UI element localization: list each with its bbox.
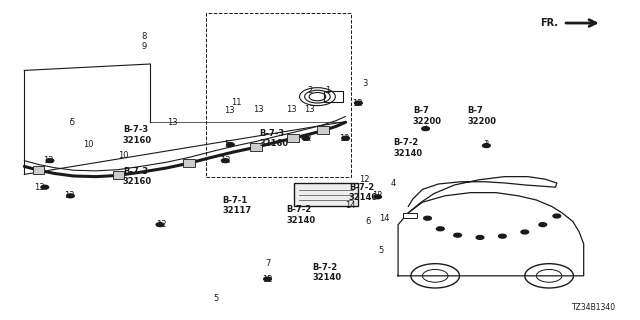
FancyBboxPatch shape xyxy=(287,134,299,142)
Circle shape xyxy=(264,277,271,281)
Circle shape xyxy=(539,223,547,227)
Text: 11: 11 xyxy=(232,98,242,107)
FancyBboxPatch shape xyxy=(317,126,329,134)
Text: 13: 13 xyxy=(168,118,178,127)
FancyBboxPatch shape xyxy=(250,143,262,151)
Circle shape xyxy=(483,144,490,148)
Text: 13: 13 xyxy=(305,105,315,114)
Circle shape xyxy=(553,214,561,218)
Text: 7: 7 xyxy=(265,259,270,268)
Text: 12: 12 xyxy=(372,191,383,200)
Circle shape xyxy=(521,230,529,234)
Circle shape xyxy=(454,233,461,237)
Circle shape xyxy=(227,143,234,147)
FancyBboxPatch shape xyxy=(294,183,358,206)
Polygon shape xyxy=(408,177,557,213)
Text: 12: 12 xyxy=(360,175,370,184)
FancyBboxPatch shape xyxy=(183,159,195,167)
Text: 8: 8 xyxy=(141,32,147,41)
Text: B-7-2
32140: B-7-2 32140 xyxy=(394,138,423,157)
Text: TZ34B1340: TZ34B1340 xyxy=(572,303,616,312)
Text: 2: 2 xyxy=(307,86,312,95)
Text: B-7-2
32140: B-7-2 32140 xyxy=(349,183,378,202)
Text: 13: 13 xyxy=(224,106,234,115)
Polygon shape xyxy=(398,193,584,276)
Text: 1: 1 xyxy=(325,86,330,95)
Text: FR.: FR. xyxy=(540,18,558,28)
Circle shape xyxy=(302,136,310,140)
Circle shape xyxy=(41,185,49,189)
Text: 4: 4 xyxy=(391,179,396,188)
Text: 14: 14 xyxy=(346,201,356,210)
Circle shape xyxy=(46,159,54,163)
Text: 9: 9 xyxy=(141,42,147,51)
Text: 3: 3 xyxy=(362,79,367,88)
Text: 12: 12 xyxy=(220,156,230,165)
Circle shape xyxy=(374,195,381,199)
Text: 12: 12 xyxy=(156,220,166,229)
Circle shape xyxy=(342,136,349,140)
Text: 12: 12 xyxy=(339,134,349,143)
Text: B-7-2
32140: B-7-2 32140 xyxy=(312,263,342,282)
Text: B-7
32200: B-7 32200 xyxy=(467,106,496,125)
Text: 13: 13 xyxy=(286,105,296,114)
Circle shape xyxy=(424,216,431,220)
FancyBboxPatch shape xyxy=(403,213,417,218)
Text: 12: 12 xyxy=(262,275,273,284)
Text: 12: 12 xyxy=(352,99,362,108)
Circle shape xyxy=(67,194,74,198)
Circle shape xyxy=(221,159,229,163)
Text: 13: 13 xyxy=(253,105,263,114)
Text: B-7-3
32160: B-7-3 32160 xyxy=(123,125,152,145)
Circle shape xyxy=(422,127,429,131)
FancyBboxPatch shape xyxy=(324,91,343,102)
Text: B-7-1
32117: B-7-1 32117 xyxy=(223,196,252,215)
Text: B-7
32200: B-7 32200 xyxy=(413,106,442,125)
Circle shape xyxy=(499,234,506,238)
Text: 12: 12 xyxy=(301,134,311,143)
Circle shape xyxy=(476,236,484,239)
Text: 5: 5 xyxy=(69,118,74,127)
Text: 5: 5 xyxy=(214,294,219,303)
Text: 6: 6 xyxy=(365,217,371,226)
Text: 10: 10 xyxy=(118,151,128,160)
Text: B-7-2
32140: B-7-2 32140 xyxy=(287,205,316,225)
Text: 3: 3 xyxy=(484,140,489,149)
Text: 14: 14 xyxy=(379,214,389,223)
Text: 12: 12 xyxy=(64,191,74,200)
Text: 10: 10 xyxy=(83,140,93,149)
Text: 5: 5 xyxy=(378,246,383,255)
Text: B-7-3
32160: B-7-3 32160 xyxy=(123,167,152,186)
FancyBboxPatch shape xyxy=(33,166,44,174)
FancyBboxPatch shape xyxy=(113,171,124,179)
Text: B-7-3
32160: B-7-3 32160 xyxy=(259,129,289,148)
Circle shape xyxy=(436,227,444,231)
Circle shape xyxy=(355,101,362,105)
Text: 12: 12 xyxy=(44,156,54,165)
Text: 5: 5 xyxy=(225,140,230,149)
Text: 13: 13 xyxy=(35,183,45,192)
Circle shape xyxy=(156,223,164,227)
